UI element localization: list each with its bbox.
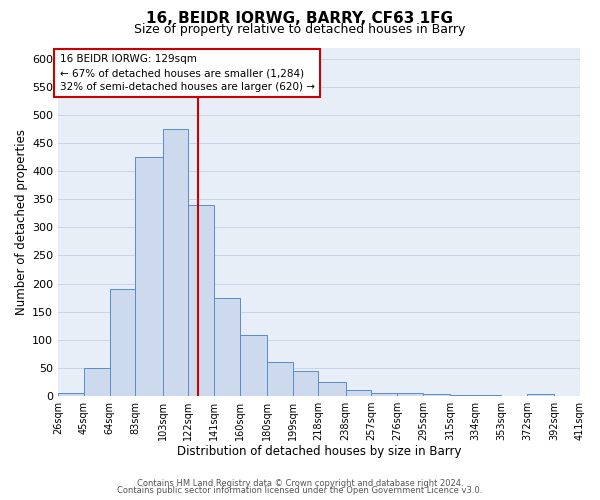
Bar <box>267 362 293 396</box>
Bar <box>527 394 554 396</box>
Bar <box>423 394 450 396</box>
Bar <box>58 393 84 396</box>
Bar <box>163 129 188 396</box>
Bar <box>346 390 371 396</box>
Bar <box>293 371 319 396</box>
Bar <box>450 395 476 396</box>
Bar <box>240 336 267 396</box>
Bar <box>214 298 240 396</box>
Text: Contains HM Land Registry data © Crown copyright and database right 2024.: Contains HM Land Registry data © Crown c… <box>137 478 463 488</box>
Text: 16 BEIDR IORWG: 129sqm
← 67% of detached houses are smaller (1,284)
32% of semi-: 16 BEIDR IORWG: 129sqm ← 67% of detached… <box>59 54 314 92</box>
Y-axis label: Number of detached properties: Number of detached properties <box>15 128 28 314</box>
Bar <box>110 289 136 396</box>
Bar <box>319 382 346 396</box>
Bar <box>397 393 423 396</box>
X-axis label: Distribution of detached houses by size in Barry: Distribution of detached houses by size … <box>177 444 461 458</box>
Text: 16, BEIDR IORWG, BARRY, CF63 1FG: 16, BEIDR IORWG, BARRY, CF63 1FG <box>146 11 454 26</box>
Bar <box>84 368 110 396</box>
Bar <box>188 205 214 396</box>
Bar <box>476 395 502 396</box>
Bar <box>371 393 397 396</box>
Text: Contains public sector information licensed under the Open Government Licence v3: Contains public sector information licen… <box>118 486 482 495</box>
Bar <box>136 157 163 396</box>
Text: Size of property relative to detached houses in Barry: Size of property relative to detached ho… <box>134 22 466 36</box>
